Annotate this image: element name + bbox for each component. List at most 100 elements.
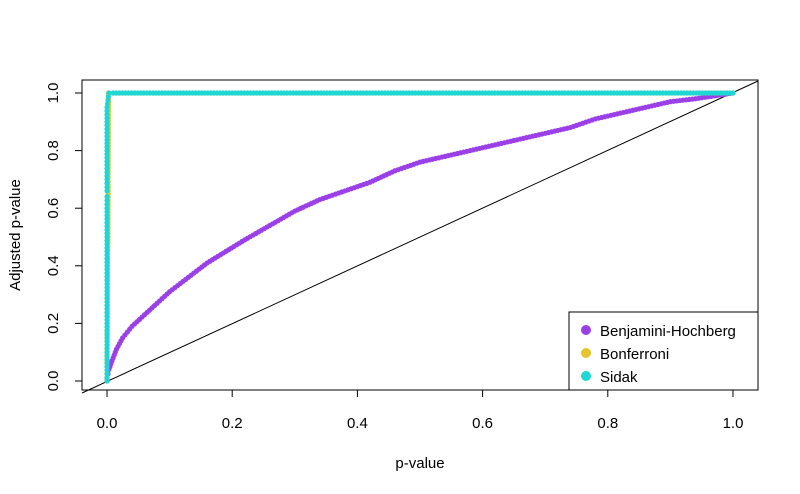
data-point bbox=[104, 346, 110, 352]
data-point bbox=[104, 274, 110, 280]
data-point bbox=[104, 220, 110, 226]
x-axis-title: p-value bbox=[395, 455, 444, 472]
legend-label: Benjamini-Hochberg bbox=[600, 323, 736, 340]
data-point bbox=[104, 166, 110, 172]
x-axis: 0.0 0.2 0.4 0.6 0.8 1.0 bbox=[97, 389, 744, 432]
x-tick-label: 1.0 bbox=[723, 415, 744, 432]
data-point bbox=[104, 223, 110, 229]
series-benjamini-hochberg bbox=[104, 90, 736, 381]
data-point bbox=[104, 349, 110, 355]
legend-marker bbox=[581, 348, 591, 358]
data-point bbox=[104, 119, 110, 125]
data-point bbox=[104, 241, 110, 247]
data-point bbox=[104, 364, 110, 370]
data-point bbox=[730, 90, 736, 96]
data-point bbox=[104, 288, 110, 294]
data-point bbox=[104, 180, 110, 186]
data-point bbox=[104, 356, 110, 362]
x-tick-label: 0.6 bbox=[472, 415, 493, 432]
data-point bbox=[104, 112, 110, 118]
data-point bbox=[104, 270, 110, 276]
data-point bbox=[104, 295, 110, 301]
data-point bbox=[104, 281, 110, 287]
data-point bbox=[104, 133, 110, 139]
series-sidak bbox=[104, 90, 736, 384]
legend-label: Sidak bbox=[600, 369, 638, 386]
data-point bbox=[104, 320, 110, 326]
data-point bbox=[104, 188, 110, 194]
data-point bbox=[104, 209, 110, 215]
legend-marker bbox=[581, 325, 591, 335]
data-point bbox=[104, 140, 110, 146]
data-point bbox=[104, 130, 110, 136]
y-axis-title: Adjusted p-value bbox=[7, 179, 24, 291]
y-tick-label: 1.0 bbox=[45, 83, 62, 104]
legend-label: Bonferroni bbox=[600, 346, 669, 363]
data-point bbox=[104, 144, 110, 150]
data-point bbox=[104, 212, 110, 218]
data-point bbox=[104, 378, 110, 384]
data-point bbox=[104, 360, 110, 366]
data-point bbox=[104, 317, 110, 323]
y-tick-label: 0.2 bbox=[45, 313, 62, 334]
data-point bbox=[104, 227, 110, 233]
data-point bbox=[104, 234, 110, 240]
legend-marker bbox=[581, 371, 591, 381]
legend-box bbox=[568, 311, 759, 391]
data-point bbox=[104, 302, 110, 308]
y-tick-label: 0.6 bbox=[45, 198, 62, 219]
data-point bbox=[104, 252, 110, 258]
data-point bbox=[104, 335, 110, 341]
data-point bbox=[104, 259, 110, 265]
x-tick-label: 0.8 bbox=[597, 415, 618, 432]
data-point bbox=[104, 306, 110, 312]
data-point bbox=[104, 371, 110, 377]
data-point bbox=[104, 137, 110, 143]
data-point bbox=[104, 184, 110, 190]
data-point bbox=[104, 230, 110, 236]
identity-reference-line bbox=[81, 80, 759, 394]
data-point bbox=[104, 263, 110, 269]
data-point bbox=[104, 126, 110, 132]
data-point bbox=[104, 155, 110, 161]
data-point bbox=[104, 173, 110, 179]
data-point bbox=[104, 367, 110, 373]
y-tick-label: 0.8 bbox=[45, 140, 62, 161]
data-point bbox=[104, 313, 110, 319]
data-point bbox=[104, 162, 110, 168]
data-point bbox=[104, 216, 110, 222]
y-tick-label: 0.4 bbox=[45, 255, 62, 276]
x-tick-label: 0.0 bbox=[97, 415, 118, 432]
data-point bbox=[104, 122, 110, 128]
data-point bbox=[104, 353, 110, 359]
data-point bbox=[104, 194, 110, 200]
data-point bbox=[104, 328, 110, 334]
data-point bbox=[104, 292, 110, 298]
data-point bbox=[104, 284, 110, 290]
data-point bbox=[104, 324, 110, 330]
data-point bbox=[106, 90, 112, 96]
data-point bbox=[104, 331, 110, 337]
data-point bbox=[104, 205, 110, 211]
data-point bbox=[104, 299, 110, 305]
y-axis: 0.0 0.2 0.4 0.6 0.8 1.0 bbox=[45, 83, 83, 392]
data-point bbox=[104, 245, 110, 251]
data-point bbox=[104, 256, 110, 262]
data-point bbox=[104, 266, 110, 272]
y-tick-label: 0.0 bbox=[45, 371, 62, 392]
x-tick-label: 0.4 bbox=[347, 415, 368, 432]
data-point bbox=[104, 338, 110, 344]
data-point bbox=[104, 169, 110, 175]
data-point bbox=[104, 158, 110, 164]
data-point bbox=[104, 148, 110, 154]
data-point bbox=[104, 108, 110, 114]
data-point bbox=[104, 277, 110, 283]
data-point bbox=[104, 310, 110, 316]
data-point bbox=[104, 248, 110, 254]
data-point bbox=[104, 342, 110, 348]
x-tick-label: 0.2 bbox=[222, 415, 243, 432]
legend: Benjamini-Hochberg Bonferroni Sidak bbox=[568, 311, 759, 391]
data-point bbox=[104, 374, 110, 380]
data-point bbox=[104, 151, 110, 157]
